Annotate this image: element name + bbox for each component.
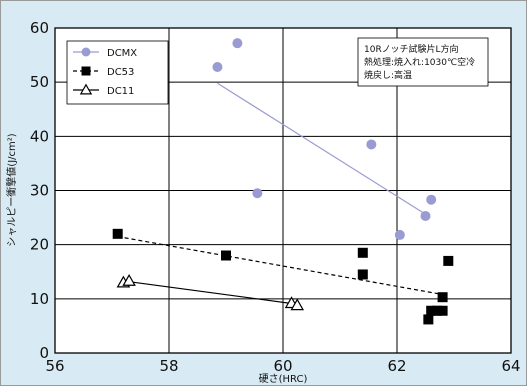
data-point-dc53 — [437, 292, 448, 303]
y-tick-label: 50 — [30, 73, 49, 91]
data-point-dcmx — [426, 194, 437, 205]
data-point-dc11 — [290, 298, 305, 311]
data-markers — [112, 38, 454, 325]
y-tick-label: 60 — [30, 19, 49, 37]
data-point-dc53 — [437, 305, 448, 316]
plot-area-frame — [54, 27, 512, 354]
legend-marker-dcmx — [81, 47, 91, 57]
annotation-line-1: 10Rノッチ試験片L方向 — [364, 43, 459, 55]
data-point-dc53 — [431, 305, 442, 316]
data-point-dc53 — [357, 269, 368, 280]
data-point-dc11 — [122, 273, 136, 286]
data-point-dcmx — [212, 62, 223, 72]
y-tick-label: 10 — [30, 290, 49, 308]
trend-line-dcmx — [217, 82, 429, 217]
legend: DCMX DC53 DC11 — [66, 40, 169, 105]
x-tick-label: 60 — [273, 357, 292, 375]
y-tick-label: 30 — [30, 182, 49, 200]
legend-marker-dc53 — [81, 66, 91, 76]
annotation-line-3: 焼戻し:高温 — [364, 69, 412, 81]
data-point-dc53 — [443, 255, 454, 266]
data-point-dc53 — [221, 250, 231, 261]
data-point-dc53 — [112, 228, 123, 239]
trend-line-dc11 — [131, 281, 298, 305]
data-point-dc53 — [426, 305, 437, 316]
annotation-frame — [357, 37, 489, 87]
y-axis-label: シャルピー衝撃値(J/cm²) — [5, 133, 18, 246]
annotation-line-2: 熱処理:焼入れ:1030℃空冷 — [364, 56, 475, 68]
data-point-dcmx — [252, 188, 263, 199]
y-tick-label: 0 — [39, 344, 49, 362]
data-point-dcmx — [366, 139, 377, 150]
data-point-dc53 — [423, 314, 434, 325]
tick-labels: 56 58 60 62 64 0 10 20 30 40 50 60 — [30, 19, 521, 375]
x-tick-label: 62 — [387, 357, 406, 375]
x-tick-label: 64 — [501, 357, 520, 375]
data-point-dc53 — [357, 247, 368, 258]
x-tick-label: 58 — [159, 357, 178, 375]
data-point-dcmx — [420, 210, 431, 221]
y-tick-label: 40 — [30, 127, 49, 145]
y-tick-label: 20 — [30, 236, 49, 254]
data-point-dcmx — [394, 229, 405, 240]
data-point-dcmx — [232, 38, 243, 49]
trend-line-dc53 — [117, 235, 443, 296]
legend-label-dc11: DC11 — [107, 86, 134, 97]
legend-items: DCMX DC53 DC11 — [73, 47, 137, 97]
trend-lines — [117, 82, 443, 305]
legend-marker-dc11 — [79, 83, 93, 95]
x-tick-label: 56 — [45, 357, 64, 375]
legend-label-dcmx: DCMX — [107, 48, 137, 59]
annotation-box: 10Rノッチ試験片L方向 熱処理:焼入れ:1030℃空冷 焼戻し:高温 — [357, 37, 489, 87]
legend-label-dc53: DC53 — [107, 67, 134, 78]
x-axis-label: 硬さ(HRC) — [259, 373, 308, 385]
